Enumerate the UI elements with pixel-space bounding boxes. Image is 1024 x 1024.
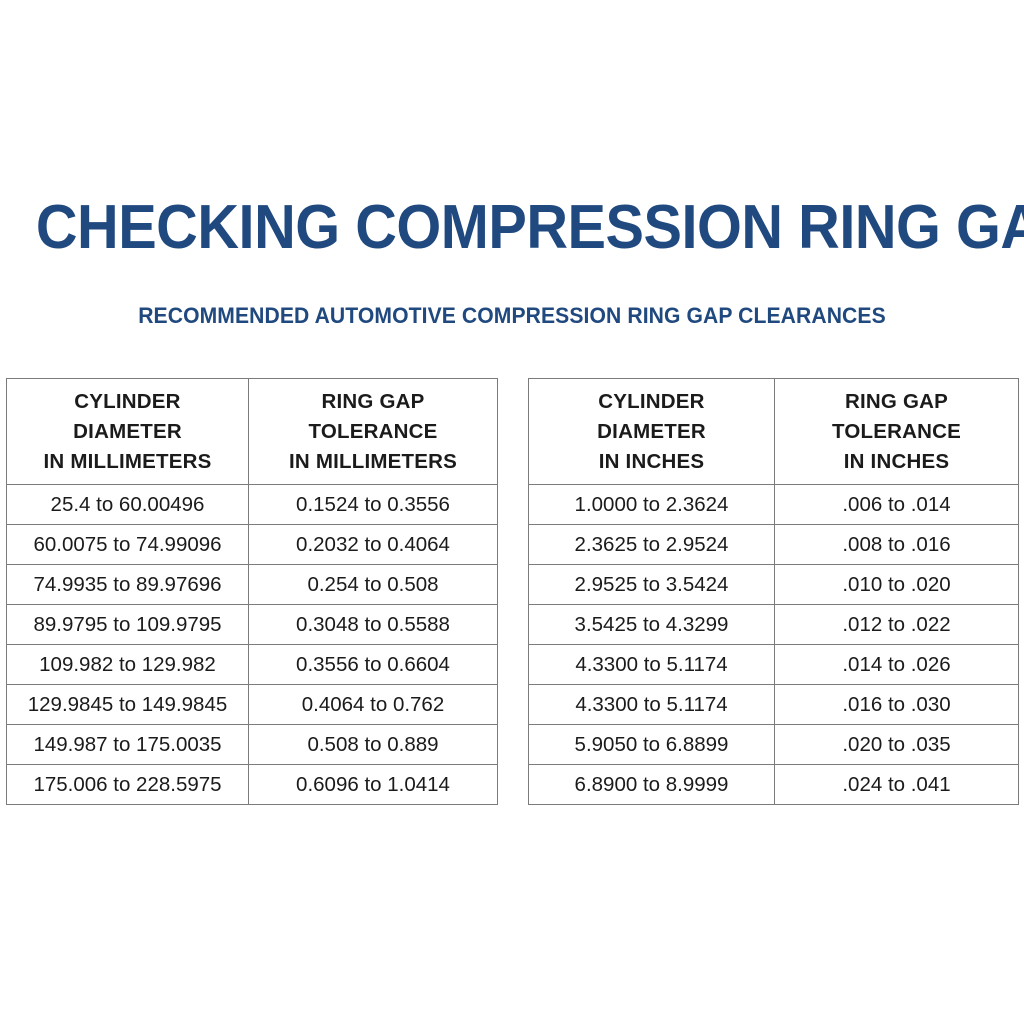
table-row: 25.4 to 60.00496 0.1524 to 0.3556 [6, 484, 498, 525]
cell-ring-gap-tolerance: .020 to .035 [774, 724, 1019, 765]
header-line: TOLERANCE [308, 419, 438, 443]
cell-ring-gap-tolerance: 0.254 to 0.508 [248, 564, 498, 605]
table-header-row: CYLINDER DIAMETER IN MILLIMETERS RING GA… [6, 378, 498, 485]
column-header-cylinder-diameter-mm: CYLINDER DIAMETER IN MILLIMETERS [6, 378, 249, 485]
header-line: CYLINDER [598, 389, 705, 413]
cell-cylinder-diameter: 2.9525 to 3.5424 [528, 564, 775, 605]
table-row: 5.9050 to 6.8899 .020 to .035 [528, 724, 1019, 765]
cell-cylinder-diameter: 149.987 to 175.0035 [6, 724, 249, 765]
table-row: 3.5425 to 4.3299 .012 to .022 [528, 604, 1019, 645]
table-row: 74.9935 to 89.97696 0.254 to 0.508 [6, 564, 498, 605]
table-row: 4.3300 to 5.1174 .014 to .026 [528, 644, 1019, 685]
header-line: IN INCHES [598, 449, 705, 473]
column-header-cylinder-diameter-in: CYLINDER DIAMETER IN INCHES [528, 378, 775, 485]
cell-ring-gap-tolerance: .014 to .026 [774, 644, 1019, 685]
inches-table-container: CYLINDER DIAMETER IN INCHES RING GAP TOL… [528, 378, 1019, 805]
table-row: 149.987 to 175.0035 0.508 to 0.889 [6, 724, 498, 765]
table-row: 89.9795 to 109.9795 0.3048 to 0.5588 [6, 604, 498, 645]
table-row: 129.9845 to 149.9845 0.4064 to 0.762 [6, 684, 498, 725]
header-line: IN INCHES [843, 449, 950, 473]
inches-table: CYLINDER DIAMETER IN INCHES RING GAP TOL… [528, 378, 1019, 805]
page-subtitle: RECOMMENDED AUTOMOTIVE COMPRESSION RING … [138, 303, 886, 328]
table-row: 2.3625 to 2.9524 .008 to .016 [528, 524, 1019, 565]
header-line: TOLERANCE [832, 419, 961, 443]
cell-ring-gap-tolerance: .010 to .020 [774, 564, 1019, 605]
cell-ring-gap-tolerance: 0.1524 to 0.3556 [248, 484, 498, 525]
header-line: RING GAP [845, 389, 948, 413]
millimeters-table: CYLINDER DIAMETER IN MILLIMETERS RING GA… [6, 378, 498, 805]
cell-cylinder-diameter: 4.3300 to 5.1174 [528, 644, 775, 685]
cell-cylinder-diameter: 6.8900 to 8.9999 [528, 764, 775, 805]
cell-ring-gap-tolerance: 0.2032 to 0.4064 [248, 524, 498, 565]
header-line: DIAMETER [597, 419, 706, 443]
header-line: DIAMETER [73, 419, 182, 443]
cell-ring-gap-tolerance: .012 to .022 [774, 604, 1019, 645]
header-line: RING GAP [321, 389, 425, 413]
table-row: 109.982 to 129.982 0.3556 to 0.6604 [6, 644, 498, 685]
table-row: 6.8900 to 8.9999 .024 to .041 [528, 764, 1019, 805]
cell-ring-gap-tolerance: .024 to .041 [774, 764, 1019, 805]
cell-ring-gap-tolerance: 0.4064 to 0.762 [248, 684, 498, 725]
cell-cylinder-diameter: 4.3300 to 5.1174 [528, 684, 775, 725]
table-row: 60.0075 to 74.99096 0.2032 to 0.4064 [6, 524, 498, 565]
column-header-ring-gap-tolerance-in: RING GAP TOLERANCE IN INCHES [774, 378, 1019, 485]
cell-cylinder-diameter: 89.9795 to 109.9795 [6, 604, 249, 645]
millimeters-table-container: CYLINDER DIAMETER IN MILLIMETERS RING GA… [6, 378, 498, 805]
header-line: IN MILLIMETERS [289, 449, 457, 473]
header-line: CYLINDER [74, 389, 181, 413]
cell-cylinder-diameter: 109.982 to 129.982 [6, 644, 249, 685]
cell-ring-gap-tolerance: 0.508 to 0.889 [248, 724, 498, 765]
cell-cylinder-diameter: 1.0000 to 2.3624 [528, 484, 775, 525]
cell-cylinder-diameter: 3.5425 to 4.3299 [528, 604, 775, 645]
table-row: 4.3300 to 5.1174 .016 to .030 [528, 684, 1019, 725]
cell-cylinder-diameter: 2.3625 to 2.9524 [528, 524, 775, 565]
cell-cylinder-diameter: 25.4 to 60.00496 [6, 484, 249, 525]
table-header-row: CYLINDER DIAMETER IN INCHES RING GAP TOL… [528, 378, 1019, 485]
cell-ring-gap-tolerance: .016 to .030 [774, 684, 1019, 725]
cell-ring-gap-tolerance: .006 to .014 [774, 484, 1019, 525]
cell-ring-gap-tolerance: 0.3556 to 0.6604 [248, 644, 498, 685]
cell-cylinder-diameter: 175.006 to 228.5975 [6, 764, 249, 805]
header-line: IN MILLIMETERS [43, 449, 212, 473]
cell-cylinder-diameter: 5.9050 to 6.8899 [528, 724, 775, 765]
table-row: 175.006 to 228.5975 0.6096 to 1.0414 [6, 764, 498, 805]
cell-ring-gap-tolerance: 0.6096 to 1.0414 [248, 764, 498, 805]
cell-cylinder-diameter: 60.0075 to 74.99096 [6, 524, 249, 565]
cell-cylinder-diameter: 74.9935 to 89.97696 [6, 564, 249, 605]
column-header-ring-gap-tolerance-mm: RING GAP TOLERANCE IN MILLIMETERS [248, 378, 498, 485]
table-row: 1.0000 to 2.3624 .006 to .014 [528, 484, 1019, 525]
cell-cylinder-diameter: 129.9845 to 149.9845 [6, 684, 249, 725]
cell-ring-gap-tolerance: 0.3048 to 0.5588 [248, 604, 498, 645]
page-title: CHECKING COMPRESSION RING GAPS [35, 193, 1024, 262]
table-row: 2.9525 to 3.5424 .010 to .020 [528, 564, 1019, 605]
cell-ring-gap-tolerance: .008 to .016 [774, 524, 1019, 565]
